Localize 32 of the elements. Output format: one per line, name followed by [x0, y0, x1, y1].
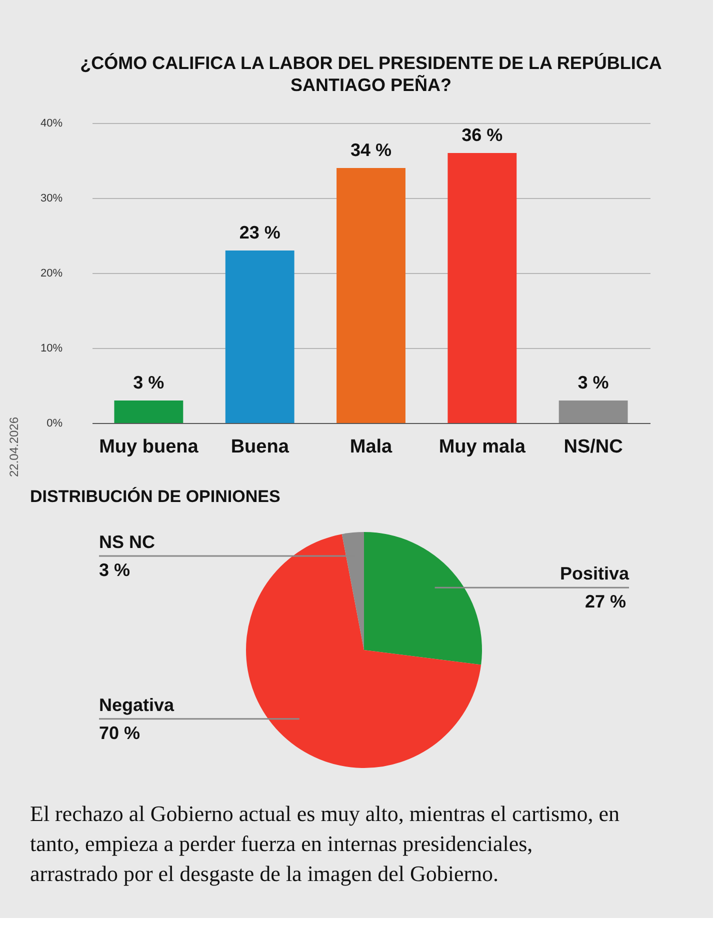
bar	[114, 400, 184, 423]
x-tick-label: Muy buena	[99, 436, 199, 458]
chart-title: DISTRIBUCIÓN DE OPINIONES	[30, 486, 280, 506]
data-label: 3 %	[99, 560, 130, 580]
data-label: 3 %	[133, 372, 164, 392]
data-label: 27 %	[584, 592, 626, 612]
x-tick-label: Buena	[230, 436, 290, 458]
slice-label: Negativa	[99, 694, 176, 715]
bar	[448, 153, 517, 423]
y-tick-label: 20%	[40, 268, 63, 280]
data-label: 36 %	[462, 125, 503, 145]
data-label: 34 %	[350, 140, 392, 160]
y-tick-label: 10%	[40, 342, 63, 354]
data-label: 23 %	[239, 222, 280, 242]
x-tick-label: NS/NC	[564, 436, 624, 458]
y-tick-label: 0%	[46, 418, 63, 430]
data-label: 70 %	[99, 722, 140, 743]
chart-title: ¿CÓMO CALIFICA LA LABOR DEL PRESIDENTE DE LA REPÚBLICA SANTIAGO PEÑA?	[80, 53, 662, 95]
bar	[225, 250, 294, 423]
x-tick-label: Mala	[350, 436, 393, 458]
y-tick-label: 40%	[40, 118, 63, 130]
bar	[336, 168, 406, 423]
text: El rechazo al Gobierno actual es muy alto, mientras el cartismo, en tanto, empieza a perder fuerza en internas presidenciales, arrastrado por el desgaste de la imagen del Gobierno.	[30, 801, 620, 886]
slice-label: Positiva	[560, 564, 630, 584]
bar	[558, 400, 628, 423]
slice-label: NS NC	[99, 532, 156, 552]
y-tick-label: 30%	[40, 192, 63, 204]
pie-slice	[246, 534, 482, 768]
pie-slice	[364, 532, 482, 665]
data-label: 3 %	[578, 372, 609, 392]
x-tick-label: Muy mala	[438, 436, 526, 458]
text: 22.04.2026	[7, 416, 21, 478]
